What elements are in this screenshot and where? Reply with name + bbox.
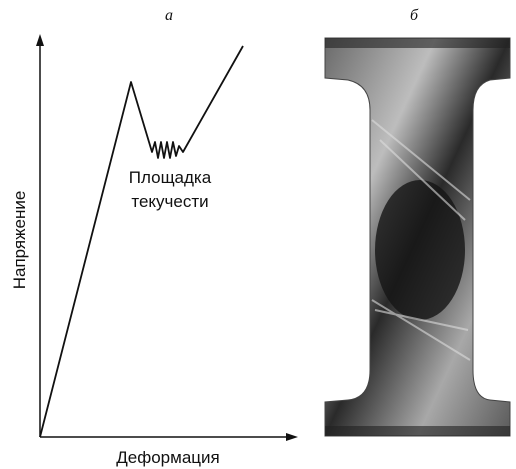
panel-b: б [325, 7, 510, 436]
panel-label: б [410, 7, 419, 24]
panel-label: а [165, 7, 173, 24]
annotation-line: текучести [131, 192, 208, 211]
y-axis-arrow [36, 34, 44, 46]
grip-shade [325, 38, 510, 48]
stress-strain-curve [40, 46, 243, 437]
panel-a: а Площадка текучести Напряжение Деформац… [10, 7, 298, 467]
x-axis-arrow [286, 433, 298, 441]
grip-shade [325, 426, 510, 436]
figure: а Площадка текучести Напряжение Деформац… [0, 0, 516, 469]
dark-region [375, 180, 465, 320]
annotation-line: Площадка [129, 168, 212, 187]
x-axis-label: Деформация [116, 448, 219, 467]
y-axis-label: Напряжение [10, 191, 29, 290]
